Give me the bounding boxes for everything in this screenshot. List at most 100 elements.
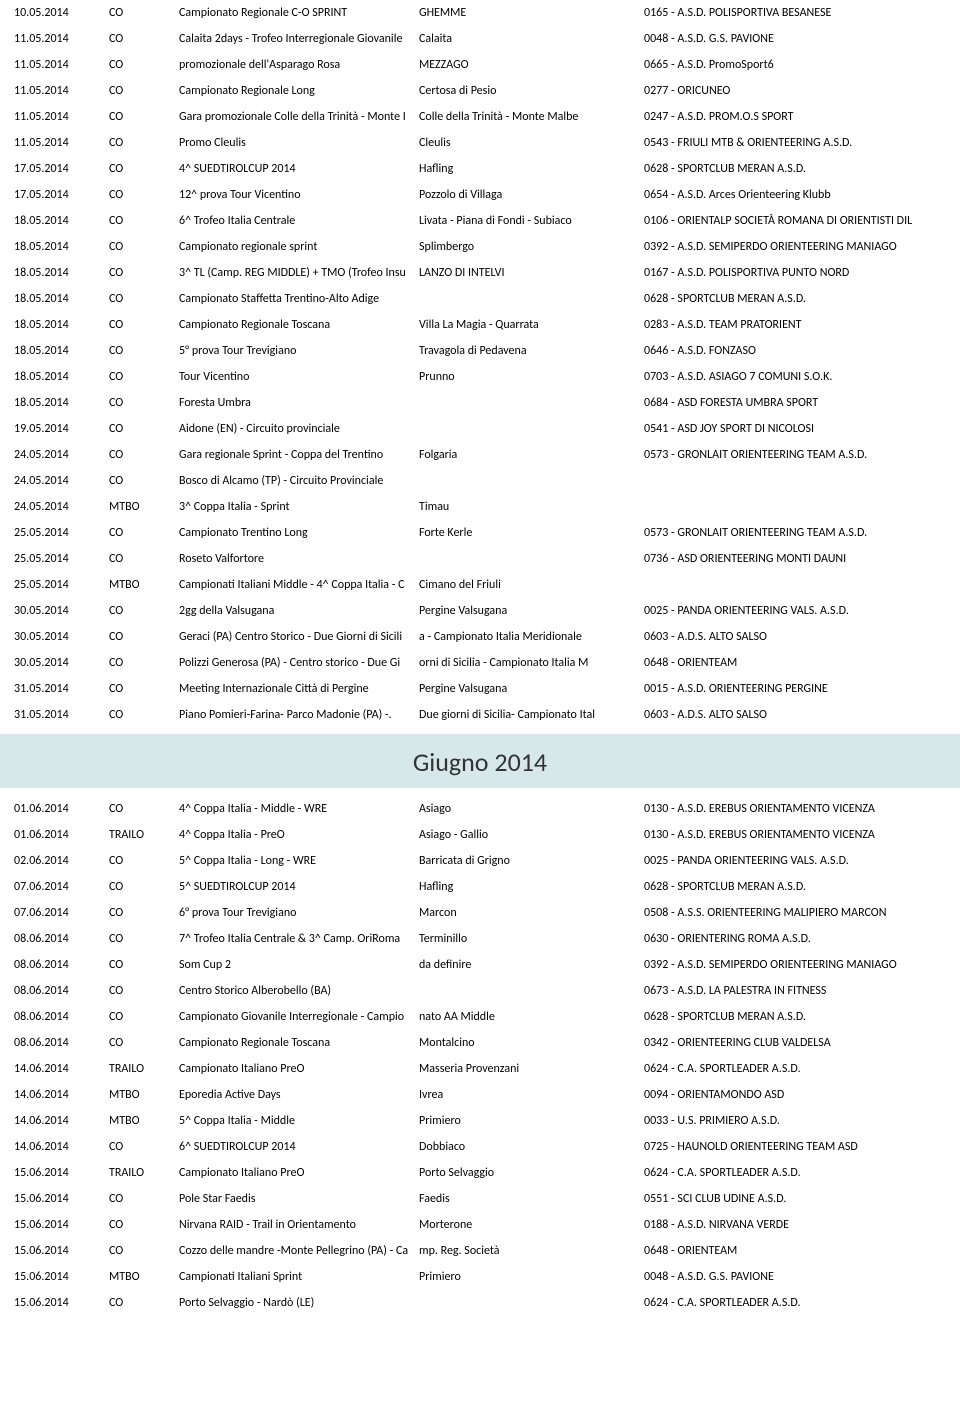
event-type: CO bbox=[109, 1010, 179, 1024]
event-description: Porto Selvaggio - Nardò (LE) bbox=[179, 1296, 419, 1310]
event-type: CO bbox=[109, 1140, 179, 1154]
event-description: 5° prova Tour Trevigiano bbox=[179, 344, 419, 358]
event-description: Nirvana RAID - Trail in Orientamento bbox=[179, 1218, 419, 1232]
event-organizer: 0654 - A.S.D. Arces Orienteering Klubb bbox=[644, 188, 946, 202]
event-description: Bosco di Alcamo (TP) - Circuito Provinci… bbox=[179, 474, 419, 488]
event-organizer: 0684 - ASD FORESTA UMBRA SPORT bbox=[644, 396, 946, 410]
event-organizer: 0130 - A.S.D. EREBUS ORIENTAMENTO VICENZ… bbox=[644, 802, 946, 816]
event-location: Colle della Trinità - Monte Malbe bbox=[419, 110, 644, 124]
event-date: 11.05.2014 bbox=[14, 84, 109, 98]
event-row: 11.05.2014COCampionato Regionale LongCer… bbox=[0, 78, 960, 104]
event-organizer: 0130 - A.S.D. EREBUS ORIENTAMENTO VICENZ… bbox=[644, 828, 946, 842]
event-row: 14.06.2014TRAILOCampionato Italiano PreO… bbox=[0, 1056, 960, 1082]
event-date: 24.05.2014 bbox=[14, 500, 109, 514]
event-description: Som Cup 2 bbox=[179, 958, 419, 972]
event-description: Tour Vicentino bbox=[179, 370, 419, 384]
event-description: Campionato Regionale Toscana bbox=[179, 318, 419, 332]
event-description: Gara regionale Sprint - Coppa del Trenti… bbox=[179, 448, 419, 462]
event-row: 07.06.2014CO6° prova Tour TrevigianoMarc… bbox=[0, 900, 960, 926]
event-row: 18.05.2014CO6^ Trofeo Italia Centrale Li… bbox=[0, 208, 960, 234]
event-organizer: 0541 - ASD JOY SPORT DI NICOLOSI bbox=[644, 422, 946, 436]
event-organizer: 0048 - A.S.D. G.S. PAVIONE bbox=[644, 32, 946, 46]
event-organizer: 0094 - ORIENTAMONDO ASD bbox=[644, 1088, 946, 1102]
event-organizer: 0188 - A.S.D. NIRVANA VERDE bbox=[644, 1218, 946, 1232]
event-organizer: 0573 - GRONLAIT ORIENTEERING TEAM A.S.D. bbox=[644, 526, 946, 540]
event-description: 5^ Coppa Italia - Long - WRE bbox=[179, 854, 419, 868]
event-date: 08.06.2014 bbox=[14, 958, 109, 972]
event-organizer: 0703 - A.S.D. ASIAGO 7 COMUNI S.O.K. bbox=[644, 370, 946, 384]
event-organizer: 0283 - A.S.D. TEAM PRATORIENT bbox=[644, 318, 946, 332]
event-row: 24.05.2014MTBO3^ Coppa Italia - SprintTi… bbox=[0, 494, 960, 520]
event-date: 31.05.2014 bbox=[14, 708, 109, 722]
event-type: CO bbox=[109, 656, 179, 670]
event-row: 08.06.2014COSom Cup 2da definire0392 - A… bbox=[0, 952, 960, 978]
event-date: 08.06.2014 bbox=[14, 1010, 109, 1024]
event-date: 11.05.2014 bbox=[14, 110, 109, 124]
event-location: Pergine Valsugana bbox=[419, 682, 644, 696]
event-description: Gara promozionale Colle della Trinità - … bbox=[179, 110, 419, 124]
event-date: 18.05.2014 bbox=[14, 292, 109, 306]
event-location: Ivrea bbox=[419, 1088, 644, 1102]
event-organizer: 0342 - ORIENTEERING CLUB VALDELSA bbox=[644, 1036, 946, 1050]
event-row: 14.06.2014MTBOEporedia Active DaysIvrea0… bbox=[0, 1082, 960, 1108]
event-date: 18.05.2014 bbox=[14, 396, 109, 410]
event-location: Pergine Valsugana bbox=[419, 604, 644, 618]
event-location: Travagola di Pedavena bbox=[419, 344, 644, 358]
event-type: CO bbox=[109, 604, 179, 618]
event-description: 6^ Trofeo Italia Centrale bbox=[179, 214, 419, 228]
event-date: 30.05.2014 bbox=[14, 630, 109, 644]
event-description: Polizzi Generosa (PA) - Centro storico -… bbox=[179, 656, 419, 670]
event-row: 18.05.2014COCampionato regionale sprintS… bbox=[0, 234, 960, 260]
event-description: Meeting Internazionale Città di Pergine bbox=[179, 682, 419, 696]
event-description: Roseto Valfortore bbox=[179, 552, 419, 566]
event-type: CO bbox=[109, 318, 179, 332]
event-row: 08.06.2014COCampionato Giovanile Interre… bbox=[0, 1004, 960, 1030]
event-organizer: 0628 - SPORTCLUB MERAN A.S.D. bbox=[644, 292, 946, 306]
event-description: Centro Storico Alberobello (BA) bbox=[179, 984, 419, 998]
event-description: 4^ Coppa Italia - Middle - WRE bbox=[179, 802, 419, 816]
event-organizer: 0277 - ORICUNEO bbox=[644, 84, 946, 98]
event-type: CO bbox=[109, 526, 179, 540]
event-organizer: 0603 - A.D.S. ALTO SALSO bbox=[644, 630, 946, 644]
event-type: TRAILO bbox=[109, 828, 179, 842]
event-location: Forte Kerle bbox=[419, 526, 644, 540]
event-type: CO bbox=[109, 6, 179, 20]
event-type: CO bbox=[109, 422, 179, 436]
event-location: Folgaria bbox=[419, 448, 644, 462]
event-type: MTBO bbox=[109, 578, 179, 592]
event-location: Asiago bbox=[419, 802, 644, 816]
event-description: Campionato Staffetta Trentino-Alto Adige bbox=[179, 292, 419, 306]
event-description: Campionato Giovanile Interregionale - Ca… bbox=[179, 1010, 419, 1024]
event-type: CO bbox=[109, 1244, 179, 1258]
event-row: 18.05.2014COForesta Umbra0684 - ASD FORE… bbox=[0, 390, 960, 416]
event-organizer: 0508 - A.S.S. ORIENTEERING MALIPIERO MAR… bbox=[644, 906, 946, 920]
event-organizer: 0665 - A.S.D. PromoSport6 bbox=[644, 58, 946, 72]
event-type: CO bbox=[109, 474, 179, 488]
event-location: GHEMME bbox=[419, 6, 644, 20]
event-row: 07.06.2014CO5^ SUEDTIROLCUP 2014Hafling0… bbox=[0, 874, 960, 900]
event-location: Primiero bbox=[419, 1270, 644, 1284]
event-location: Primiero bbox=[419, 1114, 644, 1128]
event-row: 18.05.2014CO3^ TL (Camp. REG MIDDLE) + T… bbox=[0, 260, 960, 286]
event-type: CO bbox=[109, 552, 179, 566]
event-description: 4^ Coppa Italia - PreO bbox=[179, 828, 419, 842]
event-date: 17.05.2014 bbox=[14, 162, 109, 176]
event-date: 19.05.2014 bbox=[14, 422, 109, 436]
event-date: 14.06.2014 bbox=[14, 1140, 109, 1154]
event-row: 18.05.2014CO5° prova Tour TrevigianoTrav… bbox=[0, 338, 960, 364]
event-description: Pole Star Faedis bbox=[179, 1192, 419, 1206]
event-description: Campionato Regionale Toscana bbox=[179, 1036, 419, 1050]
event-organizer: 0673 - A.S.D. LA PALESTRA IN FITNESS bbox=[644, 984, 946, 998]
event-description: Campionati Italiani Middle - 4^ Coppa It… bbox=[179, 578, 419, 592]
event-description: Campionato Regionale C-O SPRINT bbox=[179, 6, 419, 20]
event-row: 08.06.2014COCentro Storico Alberobello (… bbox=[0, 978, 960, 1004]
event-date: 24.05.2014 bbox=[14, 448, 109, 462]
event-type: CO bbox=[109, 1218, 179, 1232]
events-table-june: 01.06.2014CO4^ Coppa Italia - Middle - W… bbox=[0, 796, 960, 1316]
event-location: Hafling bbox=[419, 880, 644, 894]
event-location: Cimano del Friuli bbox=[419, 578, 644, 592]
event-row: 17.05.2014CO12^ prova Tour VicentinoPozz… bbox=[0, 182, 960, 208]
event-organizer: 0624 - C.A. SPORTLEADER A.S.D. bbox=[644, 1166, 946, 1180]
event-organizer: 0628 - SPORTCLUB MERAN A.S.D. bbox=[644, 162, 946, 176]
event-row: 18.05.2014COCampionato Regionale Toscana… bbox=[0, 312, 960, 338]
